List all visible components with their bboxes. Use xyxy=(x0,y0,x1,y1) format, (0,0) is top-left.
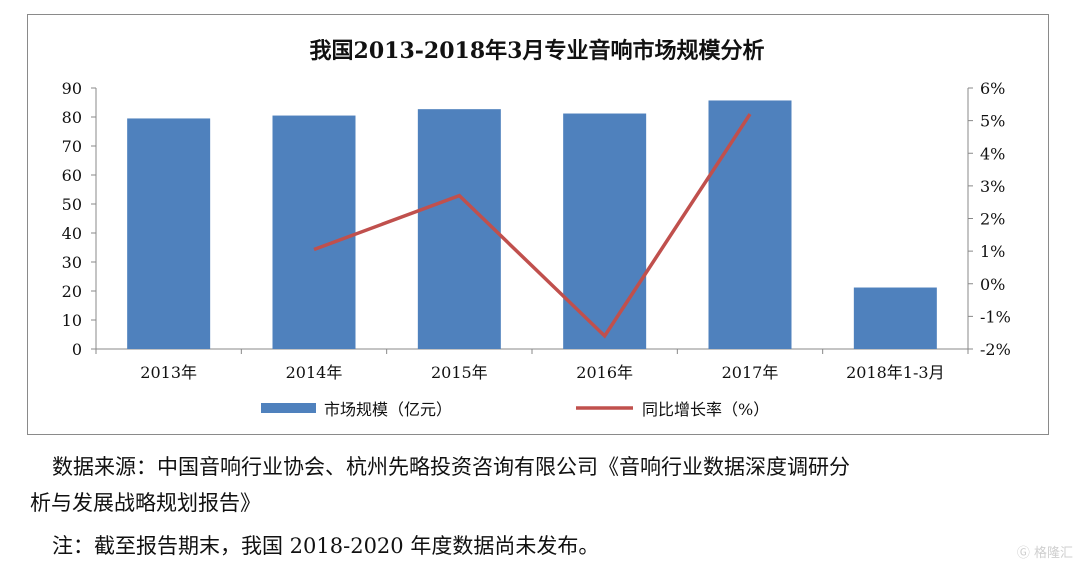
note-line: 注：截至报告期末，我国 2018-2020 年度数据尚未发布。 xyxy=(52,534,600,558)
bar xyxy=(127,118,211,349)
x-tick-label: 2018年1-3月 xyxy=(846,363,945,382)
left-tick-label: 50 xyxy=(62,195,82,214)
watermark-text: 格隆汇 xyxy=(1033,546,1073,561)
x-tick-label: 2014年 xyxy=(286,363,343,382)
x-tick-label: 2013年 xyxy=(140,363,197,382)
bar xyxy=(417,109,501,349)
right-tick-label: 1% xyxy=(980,242,1005,261)
bar xyxy=(853,287,937,349)
left-tick-label: 80 xyxy=(62,108,82,127)
right-tick-label: 2% xyxy=(980,210,1005,229)
left-tick-label: 10 xyxy=(62,311,82,330)
chart-frame: 我国2013-2018年3月专业音响市场规模分析 0 10 20 30 40 50 60 70 8… xyxy=(27,14,1049,435)
watermark: Ⓖ 格隆汇 xyxy=(1017,542,1073,561)
growth-rate-line xyxy=(313,113,752,339)
right-tick-label: -1% xyxy=(980,307,1011,326)
legend-swatch-bar xyxy=(261,403,316,413)
bar xyxy=(563,113,647,350)
source-line-2: 析与发展战略规划报告》 xyxy=(30,491,261,515)
x-tick-label: 2015年 xyxy=(431,363,488,382)
chart-svg: 我国2013-2018年3月专业音响市场规模分析 0 10 20 30 40 50 60 70 8… xyxy=(62,38,1011,419)
legend-label-bar: 市场规模（亿元） xyxy=(324,400,452,419)
right-tick-label: 6% xyxy=(980,79,1005,98)
legend-label-line: 同比增长率（%） xyxy=(642,400,769,419)
left-tick-label: 60 xyxy=(62,166,82,185)
left-tick-label: 70 xyxy=(62,137,82,156)
x-tick-label: 2016年 xyxy=(576,363,633,382)
left-tick-label: 20 xyxy=(62,282,82,301)
left-tick-label: 30 xyxy=(62,253,82,272)
right-tick-label: -2% xyxy=(980,340,1011,359)
g-logo-icon: Ⓖ xyxy=(1016,546,1030,561)
right-tick-label: 0% xyxy=(980,275,1005,294)
left-tick-label: 0 xyxy=(72,340,82,359)
right-tick-label: 3% xyxy=(980,177,1005,196)
left-tick-label: 90 xyxy=(62,79,82,98)
right-tick-label: 4% xyxy=(980,144,1005,163)
x-tick-label: 2017年 xyxy=(722,363,779,382)
right-tick-label: 5% xyxy=(980,112,1005,131)
source-line-1: 数据来源：中国音响行业协会、杭州先略投资咨询有限公司《音响行业数据深度调研分 xyxy=(52,455,850,479)
bar xyxy=(272,115,356,349)
left-tick-label: 40 xyxy=(62,224,82,243)
bar xyxy=(708,100,792,349)
chart-title: 我国2013-2018年3月专业音响市场规模分析 xyxy=(310,38,765,64)
